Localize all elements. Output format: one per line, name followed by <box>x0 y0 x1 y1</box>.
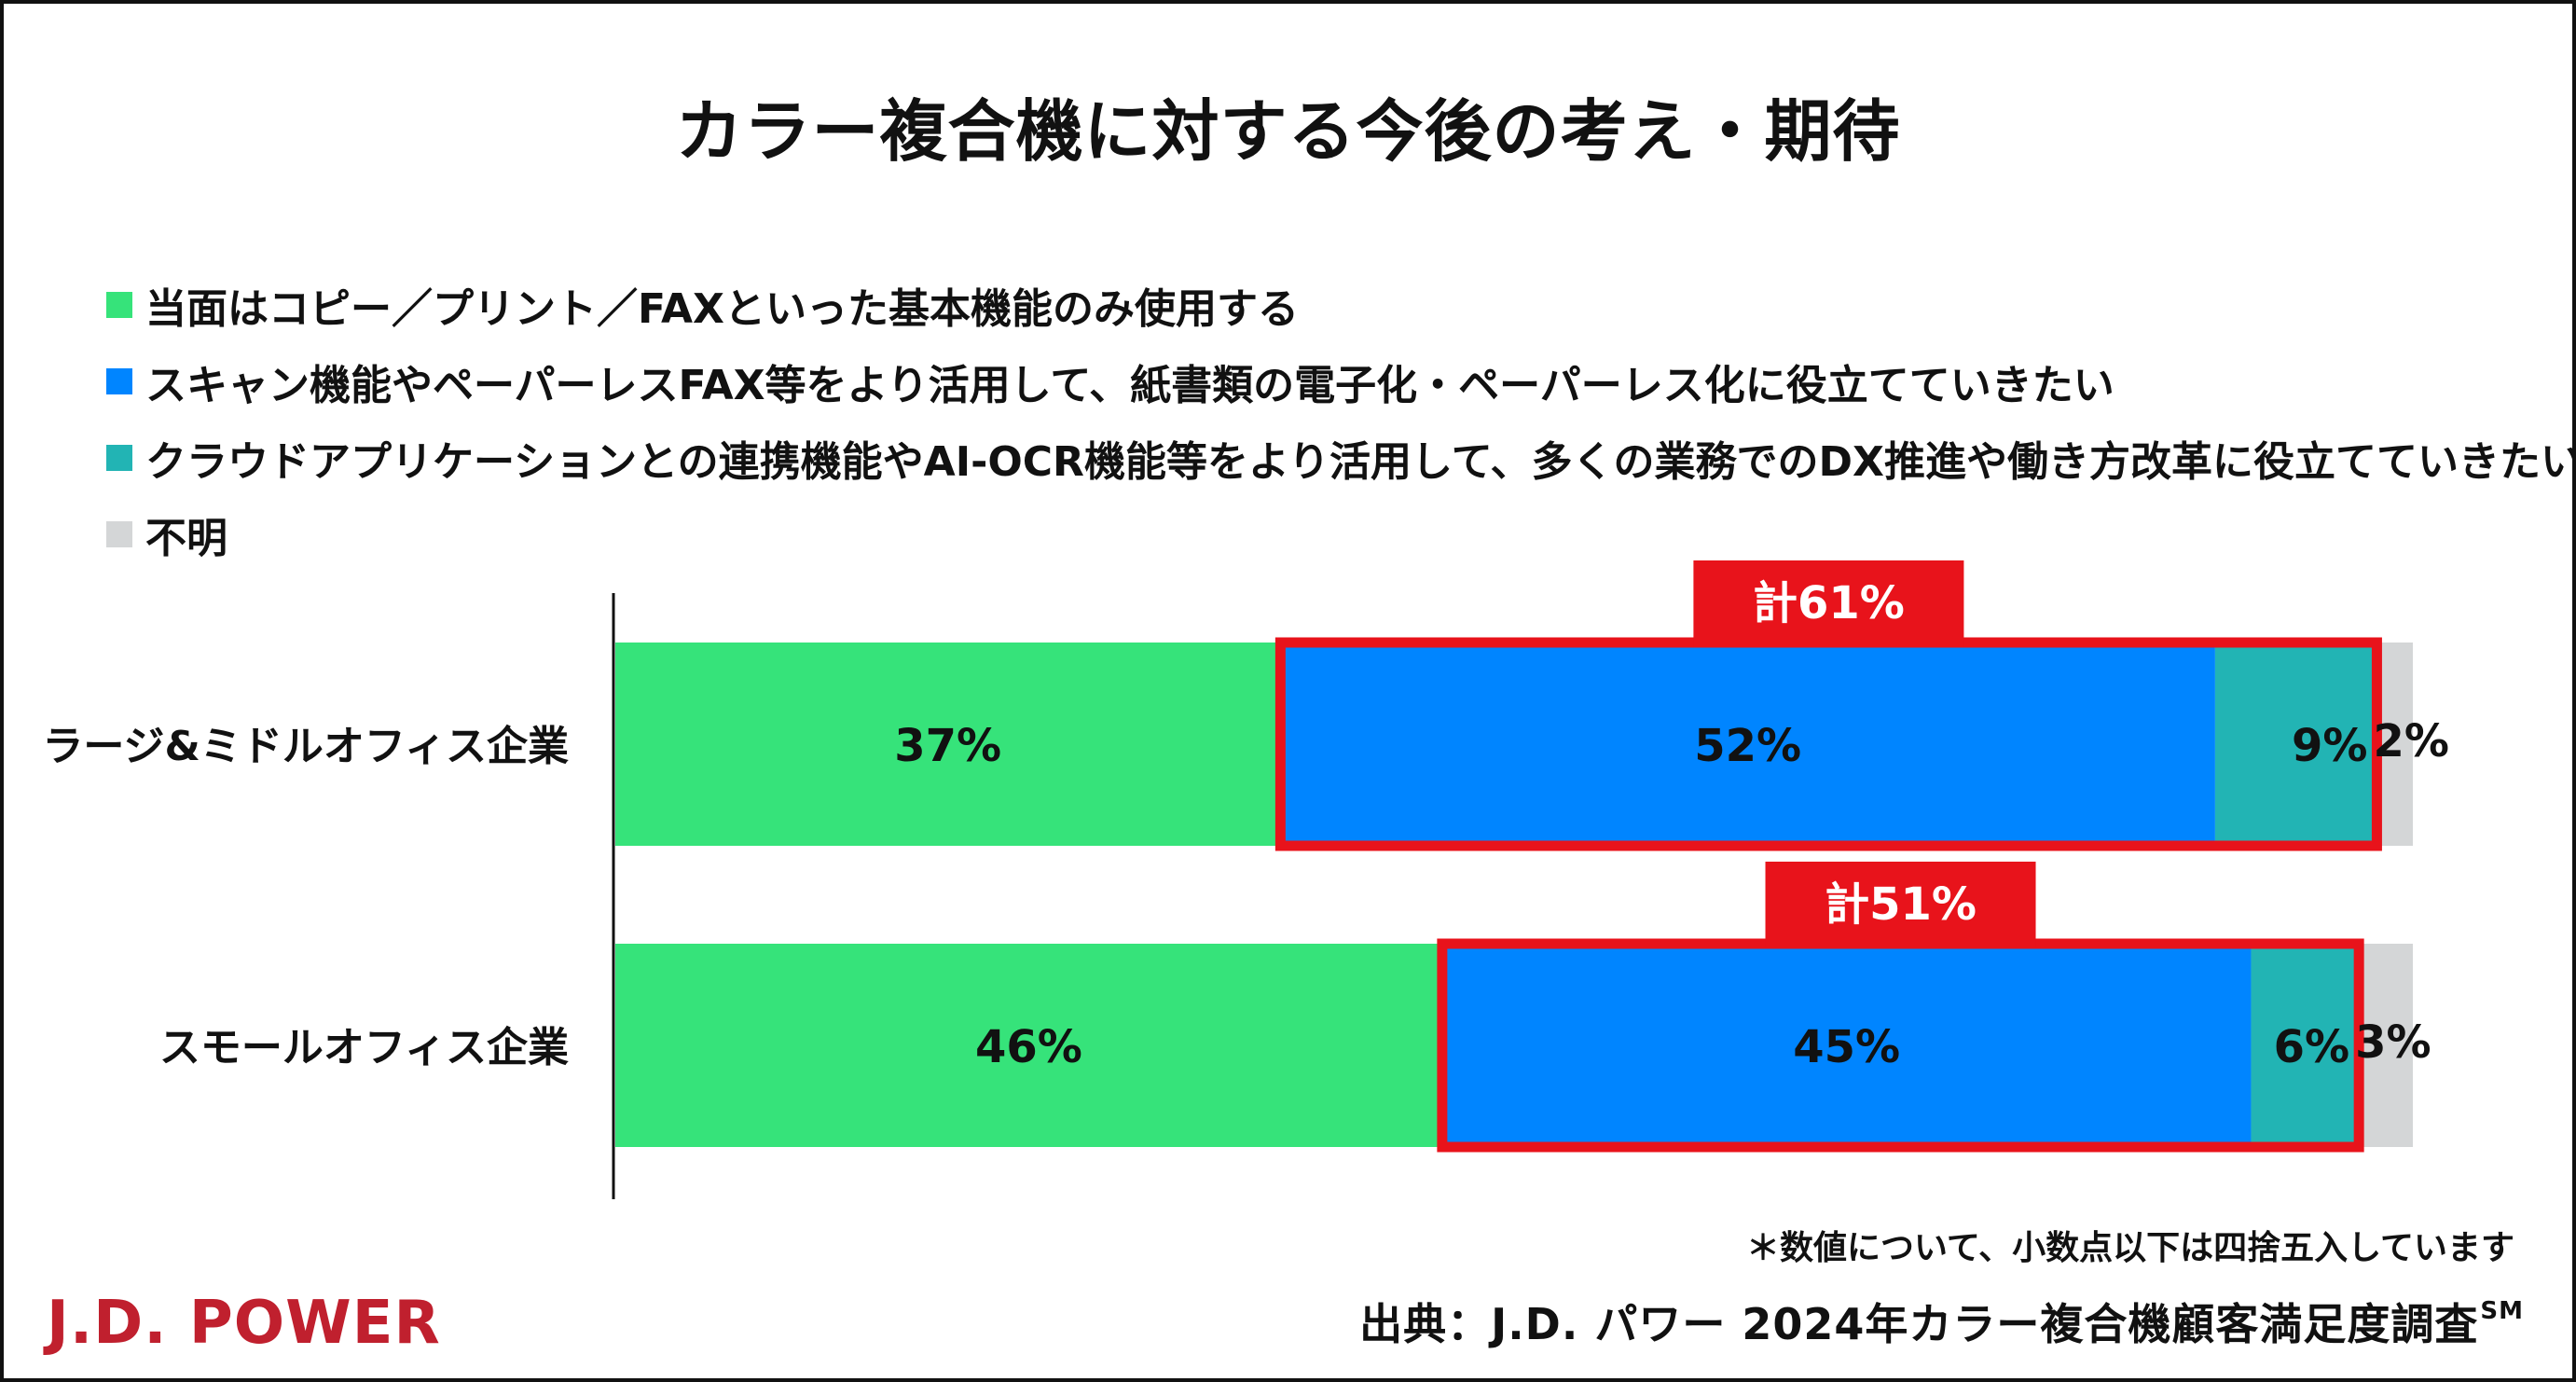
data-label-unknown: 3% <box>2355 1016 2431 1069</box>
chart-title: カラー複合機に対する今後の考え・期待 <box>675 92 1901 171</box>
total-tab <box>1693 560 1964 646</box>
data-label-paperless: 52% <box>1694 720 1801 772</box>
bar-segment-unknown <box>2359 944 2413 1147</box>
source-text: 出典：J.D. パワー 2024年カラー複合機顧客満足度調査 <box>1359 1299 2479 1349</box>
data-label-cloud: 9% <box>2292 720 2368 772</box>
rounding-note: ＊数値について、小数点以下は四捨五入しています <box>1745 1229 2514 1267</box>
data-label-unknown: 2% <box>2373 715 2449 767</box>
bar-segment-basic <box>615 643 1281 846</box>
legend-item-paperless: スキャン機能やペーパーレスFAX等をより活用して、紙書類の電子化・ペーパーレス化… <box>106 343 2572 420</box>
legend: 当面はコピー／プリント／FAXといった基本機能のみ使用する スキャン機能やペーパ… <box>106 267 2576 573</box>
bar-segment-basic <box>615 944 1442 1147</box>
bar-segment-cloud <box>2214 643 2377 846</box>
service-mark: SM <box>2480 1297 2524 1325</box>
legend-item-unknown: 不明 <box>106 496 2572 573</box>
data-label-paperless: 45% <box>1793 1021 1900 1073</box>
data-label-basic: 46% <box>975 1021 1082 1073</box>
legend-item-cloud: クラウドアプリケーションとの連携機能やAI-OCR機能等をより活用して、多くの業… <box>106 420 2576 496</box>
total-label: 計51% <box>1825 878 1977 931</box>
bar-segment-cloud <box>2251 944 2360 1147</box>
total-tab <box>1765 862 2036 947</box>
bar-segment-paperless <box>1441 944 2252 1147</box>
bar-segment-paperless <box>1280 643 2215 846</box>
jd-power-logo: J.D. POWER <box>47 1289 441 1358</box>
legend-label-basic: 当面はコピー／プリント／FAXといった基本機能のみ使用する <box>145 285 1299 333</box>
category-label: ラージ&ミドルオフィス企業 <box>42 723 569 770</box>
total-label: 計61% <box>1753 577 1905 629</box>
legend-swatch-unknown <box>106 521 132 547</box>
category-label: スモールオフィス企業 <box>159 1024 569 1071</box>
legend-swatch-basic <box>106 292 132 318</box>
bar-chart: ラージ&ミドルオフィス企業 計61% 37% 52% 9% 2% スモールオフィス企業 計51… <box>42 560 2449 1199</box>
data-label-cloud: 6% <box>2274 1021 2350 1073</box>
source-credit: 出典：J.D. パワー 2024年カラー複合機顧客満足度調査SM <box>1359 1291 2524 1352</box>
legend-swatch-cloud <box>106 445 132 471</box>
bar-segment-unknown <box>2376 643 2413 846</box>
data-label-basic: 37% <box>894 720 1001 772</box>
legend-label-paperless: スキャン機能やペーパーレスFAX等をより活用して、紙書類の電子化・ペーパーレス化… <box>145 362 2115 409</box>
legend-item-basic: 当面はコピー／プリント／FAXといった基本機能のみ使用する <box>106 267 2572 343</box>
legend-label-cloud: クラウドアプリケーションとの連携機能やAI-OCR機能等をより活用して、多くの業… <box>145 438 2576 486</box>
legend-swatch-paperless <box>106 368 132 394</box>
legend-label-unknown: 不明 <box>145 515 227 562</box>
